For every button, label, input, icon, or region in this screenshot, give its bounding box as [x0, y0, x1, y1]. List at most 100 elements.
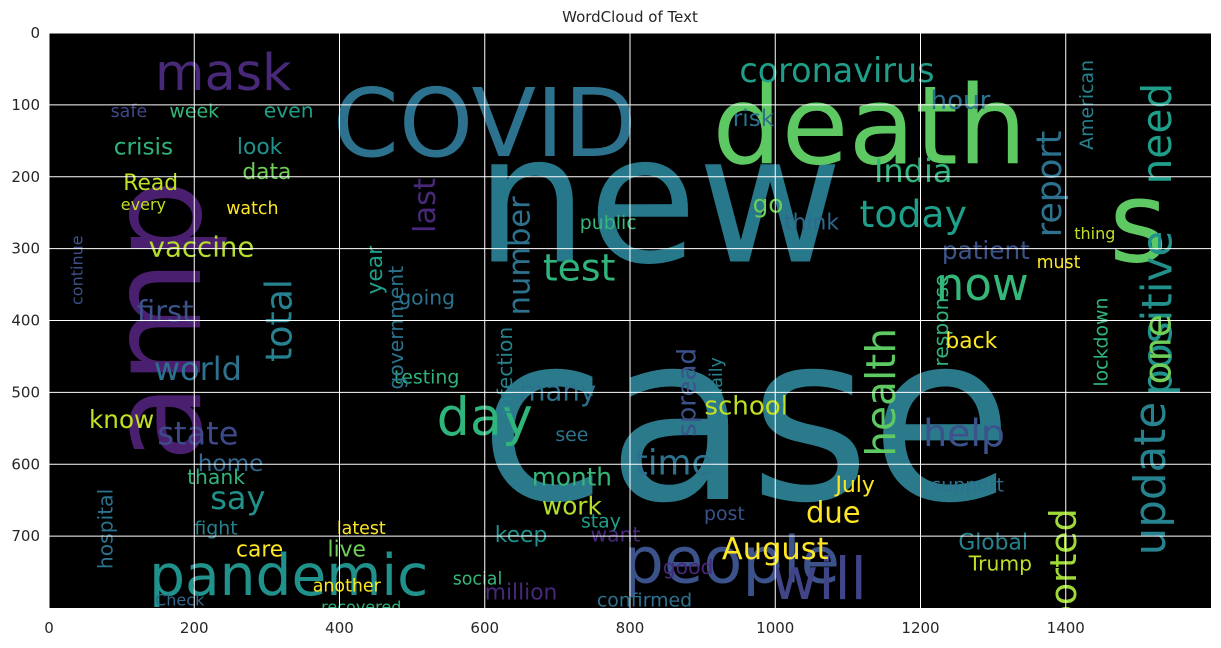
word-trump: Trump — [968, 551, 1032, 575]
word-check: Check — [155, 590, 205, 609]
y-tick-label: 0 — [30, 24, 40, 42]
word-know: know — [89, 405, 154, 434]
word-government: government — [384, 266, 408, 390]
word-one: one — [1136, 314, 1180, 384]
word-death: death — [712, 62, 1027, 189]
word-live: live — [328, 538, 366, 563]
word-read: Read — [123, 171, 178, 196]
word-thank: thank — [187, 465, 245, 489]
word-public: public — [580, 212, 637, 234]
x-tick-label: 600 — [470, 619, 499, 637]
word-last: last — [408, 178, 443, 233]
word-hospital: hospital — [94, 489, 118, 569]
word-look: look — [237, 135, 283, 160]
word-continue: continue — [68, 235, 87, 305]
word-home: home — [198, 450, 264, 477]
word-first: first — [137, 294, 194, 328]
word-say: say — [210, 479, 265, 517]
word-number: number — [503, 196, 538, 315]
word-want: want — [591, 523, 641, 547]
x-tick-label: 0 — [44, 619, 54, 637]
x-tick-label: 1200 — [901, 619, 939, 637]
x-tick-label: 400 — [325, 619, 354, 637]
word-patient: patient — [942, 236, 1030, 265]
word-pandemic: pandemic — [149, 543, 428, 609]
word-report: report — [1030, 131, 1070, 238]
word-even: even — [264, 99, 314, 123]
word-think: think — [784, 210, 839, 235]
grid-lines — [48, 32, 1211, 608]
word-update: update — [1126, 402, 1176, 556]
word-help: help — [923, 411, 1005, 455]
y-tick-label: 400 — [11, 312, 40, 330]
y-tick-label: 300 — [11, 240, 40, 258]
word-month: month — [532, 463, 612, 492]
word-new: new — [475, 97, 843, 304]
x-axis: 0 200 400 600 800 1000 1200 1400 — [44, 619, 1085, 637]
word-reported: reported — [1042, 508, 1085, 648]
y-tick-label: 200 — [11, 168, 40, 186]
word-million: million — [485, 581, 558, 606]
word-daily: daily — [707, 357, 727, 399]
word-today: today — [860, 192, 967, 236]
word-latest: latest — [337, 519, 386, 539]
word-watch: watch — [226, 199, 278, 219]
word-confirmed: confirmed — [597, 589, 692, 611]
word-time: time — [634, 443, 713, 483]
word-crisis: crisis — [114, 134, 173, 161]
word-people: people — [623, 524, 840, 598]
word-will: will — [771, 545, 867, 613]
word-world: world — [154, 350, 242, 388]
word-coronavirus: coronavirus — [739, 51, 934, 90]
word-due: due — [806, 496, 861, 530]
word-infection: infection — [493, 327, 517, 415]
y-tick-label: 700 — [11, 527, 40, 545]
word-back: back — [945, 329, 997, 354]
x-tick-label: 800 — [616, 619, 645, 637]
word-must: must — [1037, 253, 1081, 273]
y-tick-label: 600 — [11, 455, 40, 473]
word-good: good — [663, 555, 714, 579]
word-safe: safe — [111, 102, 148, 122]
word-positive: positive — [1133, 231, 1182, 396]
word-social: social — [453, 569, 503, 589]
word-data: data — [242, 160, 291, 185]
word-care: care — [236, 538, 283, 563]
word-testing: testing — [394, 367, 460, 389]
y-axis: 0 100 200 300 400 500 600 700 — [11, 24, 40, 545]
y-tick-label: 100 — [11, 96, 40, 114]
word-going: going — [398, 285, 455, 309]
chart-title: WordCloud of Text — [562, 8, 698, 26]
word-every: every — [121, 195, 166, 214]
word-state: state — [157, 415, 238, 453]
word-many: many — [519, 374, 597, 407]
word-test: test — [543, 246, 616, 290]
word-lockdown: lockdown — [1091, 298, 1113, 387]
word-need: need — [1133, 83, 1181, 185]
word-support: support — [931, 474, 1004, 496]
word-risk: risk — [733, 105, 775, 132]
word-school: school — [704, 391, 788, 421]
word-july: July — [834, 473, 875, 498]
word-work: work — [542, 491, 602, 520]
word-post: post — [704, 503, 745, 525]
word-vaccine: vaccine — [149, 231, 255, 264]
word-another: another — [313, 576, 382, 596]
word-india: India — [874, 152, 953, 190]
word-stay: stay — [581, 510, 621, 532]
word-mask: mask — [155, 43, 292, 102]
word-global: Global — [958, 530, 1028, 555]
word-year: year — [363, 246, 388, 295]
word-see: see — [555, 424, 588, 446]
word-thing: thing — [1074, 224, 1115, 243]
word-case: case — [479, 283, 1013, 554]
x-tick-label: 1000 — [756, 619, 794, 637]
word-recovered: recovered — [321, 598, 401, 617]
x-tick-label: 200 — [180, 619, 209, 637]
word-s: s — [1109, 156, 1168, 288]
word-fight: fight — [194, 517, 237, 539]
word-go: go — [753, 190, 784, 219]
word-now: now — [936, 258, 1029, 311]
